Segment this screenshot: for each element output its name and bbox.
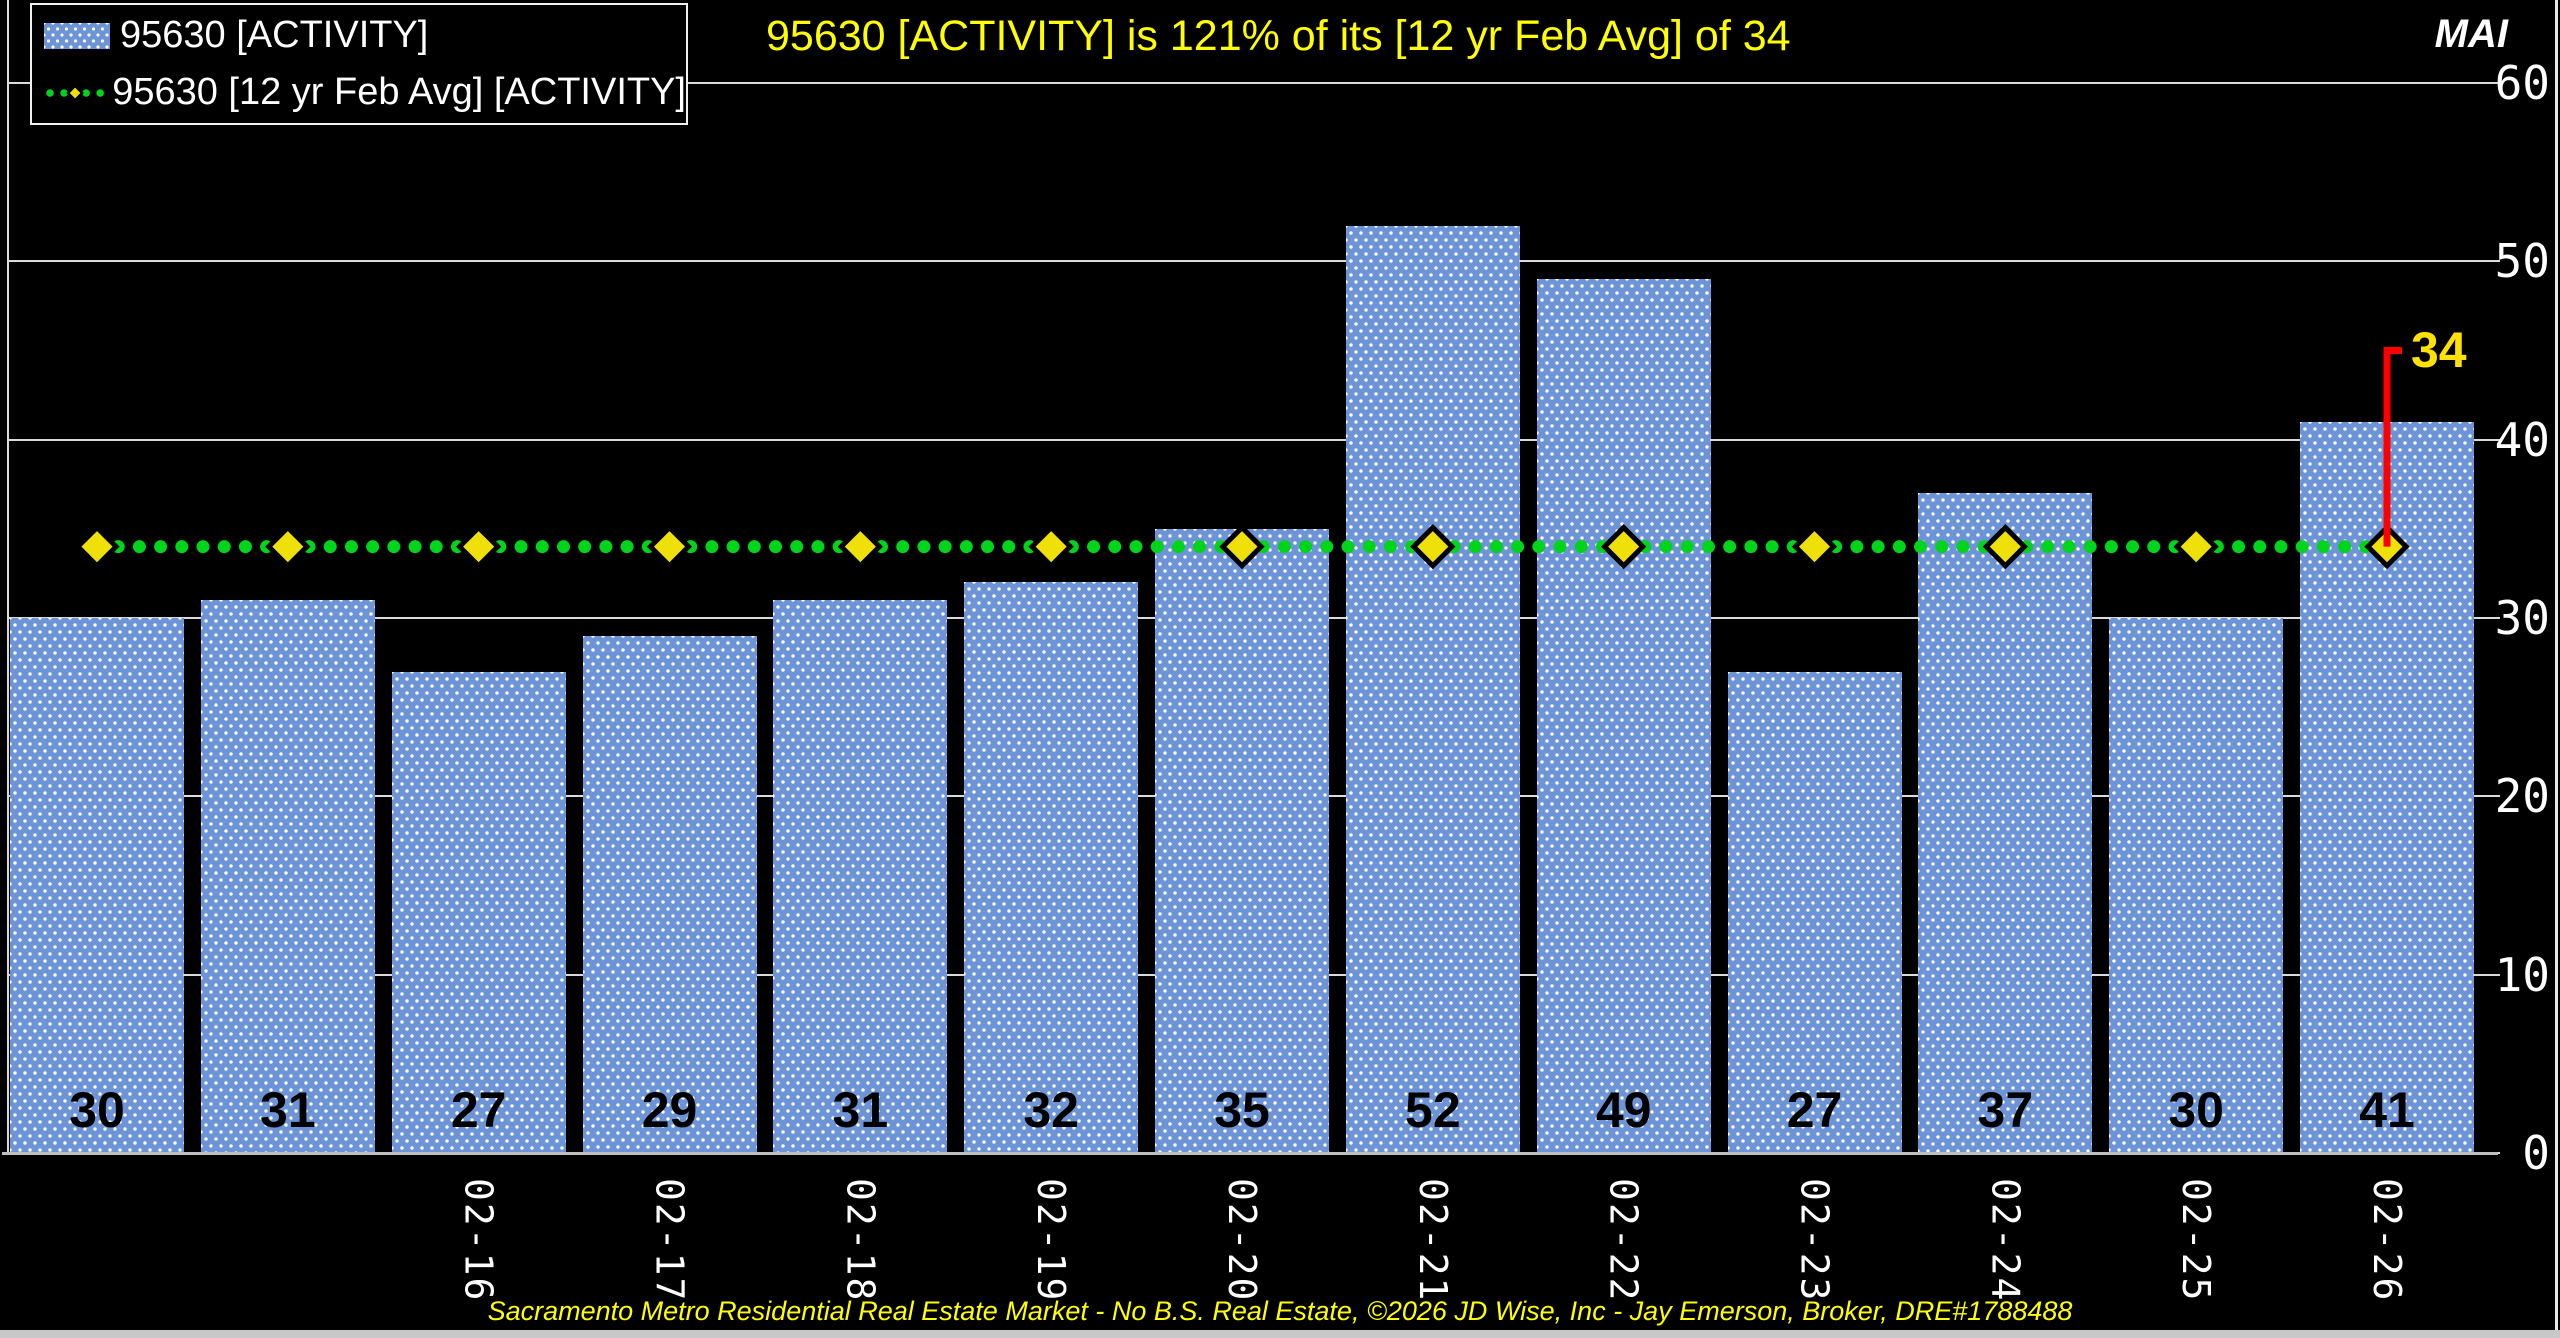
bar-value-label: 27 bbox=[450, 1082, 507, 1138]
bottom-window-strip bbox=[0, 1330, 2560, 1338]
bar-value-label: 35 bbox=[1214, 1081, 1270, 1138]
bar: 31 bbox=[200, 600, 375, 1153]
bar: 41 bbox=[2300, 421, 2474, 1153]
x-axis-tick-label: 02-18 bbox=[838, 1178, 883, 1303]
x-axis-tick-label: 02-20 bbox=[1220, 1178, 1264, 1303]
bar-value-label: 30 bbox=[69, 1082, 125, 1138]
y-axis-tick bbox=[2480, 795, 2500, 798]
bar: 30 bbox=[10, 618, 184, 1153]
y-axis-tick-label: 50 bbox=[2494, 234, 2550, 289]
x-axis-tick-label: 02-21 bbox=[1410, 1178, 1455, 1303]
bar: 29 bbox=[582, 635, 757, 1153]
footer-attribution: Sacramento Metro Residential Real Estate… bbox=[487, 1296, 2073, 1326]
watermark-mai: MAI bbox=[2434, 12, 2508, 56]
x-axis-tick-label: 02-26 bbox=[2365, 1178, 2409, 1303]
legend-item-label: 95630 [ACTIVITY] bbox=[120, 14, 429, 56]
avg-annotation-label: 34 bbox=[2411, 321, 2467, 378]
bar-value-label: 27 bbox=[1786, 1082, 1843, 1138]
avg-line-marker-icon bbox=[46, 83, 104, 102]
x-axis-tick-label: 02-22 bbox=[1601, 1178, 1646, 1303]
bar: 37 bbox=[1918, 493, 2093, 1153]
legend-item-avg: 95630 [12 yr Feb Avg] [ACTIVITY] bbox=[32, 65, 686, 121]
y-axis-tick bbox=[2480, 617, 2500, 619]
bar: 27 bbox=[1727, 671, 1902, 1153]
gridline bbox=[8, 438, 2480, 441]
bar-value-label: 52 bbox=[1405, 1081, 1461, 1138]
y-axis-tick-label: 40 bbox=[2494, 412, 2550, 467]
right-frame-line bbox=[2555, 0, 2558, 1338]
gridline bbox=[8, 260, 2480, 263]
x-axis-tick-label: 02-24 bbox=[1983, 1178, 2028, 1303]
bar-value-label: 31 bbox=[260, 1081, 316, 1138]
y-axis-tick bbox=[2480, 973, 2500, 976]
x-axis-tick-label: 02-19 bbox=[1029, 1178, 1074, 1303]
legend-box: 95630 [ACTIVITY] 95630 [12 yr Feb Avg] [… bbox=[30, 3, 688, 125]
y-axis-tick bbox=[2480, 260, 2500, 263]
y-axis-line bbox=[7, 0, 9, 1153]
x-axis-tick-label: 02-16 bbox=[456, 1178, 501, 1303]
y-axis-tick-label: 10 bbox=[2494, 947, 2550, 1002]
chart-title: 95630 [ACTIVITY] is 121% of its [12 yr F… bbox=[766, 12, 1791, 60]
y-axis-tick-label: 20 bbox=[2494, 769, 2550, 824]
bar-value-label: 31 bbox=[832, 1081, 889, 1138]
bar: 32 bbox=[964, 582, 1139, 1153]
y-axis-tick bbox=[2480, 82, 2500, 84]
bar-value-label: 41 bbox=[2359, 1081, 2415, 1138]
y-axis-tick-label: 0 bbox=[2522, 1126, 2550, 1180]
bar: 31 bbox=[773, 600, 948, 1153]
x-axis-tick-label: 02-23 bbox=[1792, 1178, 1837, 1303]
bar-value-label: 30 bbox=[2168, 1082, 2224, 1138]
bar: 49 bbox=[1536, 279, 1711, 1153]
bar: 52 bbox=[1345, 225, 1520, 1153]
bar-value-label: 49 bbox=[1595, 1081, 1652, 1138]
legend-item-label: 95630 [12 yr Feb Avg] [ACTIVITY] bbox=[112, 71, 686, 113]
y-axis-tick-label: 60 bbox=[2494, 56, 2550, 110]
x-axis-line bbox=[2, 1152, 2498, 1155]
x-axis-tick-label: 02-17 bbox=[647, 1178, 692, 1303]
y-axis-tick bbox=[2480, 438, 2500, 441]
legend-item-activity: 95630 [ACTIVITY] bbox=[32, 8, 686, 64]
bar-value-label: 37 bbox=[1977, 1081, 2034, 1138]
gridline bbox=[8, 82, 2480, 84]
bar: 30 bbox=[2109, 618, 2284, 1153]
bar-value-label: 29 bbox=[641, 1081, 698, 1138]
bar-pattern-swatch-icon bbox=[44, 22, 110, 49]
bar: 27 bbox=[391, 671, 566, 1153]
bar: 35 bbox=[1155, 528, 1329, 1153]
bar-value-label: 32 bbox=[1023, 1081, 1079, 1138]
x-axis-tick-label: 02-25 bbox=[2174, 1178, 2219, 1303]
y-axis-tick-label: 30 bbox=[2494, 591, 2550, 645]
